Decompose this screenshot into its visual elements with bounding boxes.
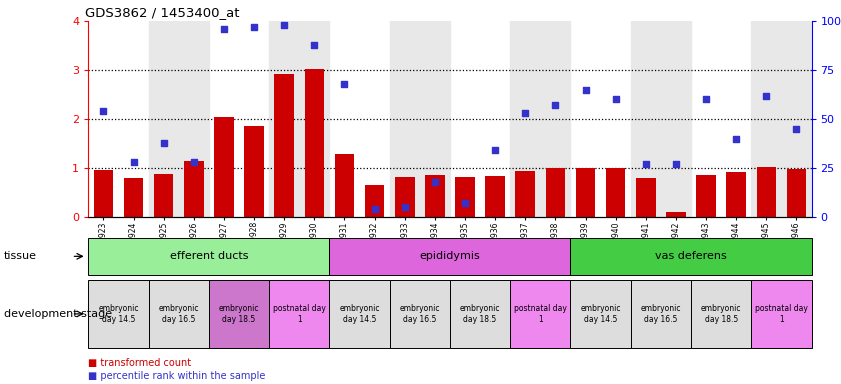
Bar <box>304 69 324 217</box>
Point <box>759 93 773 99</box>
Bar <box>214 117 234 217</box>
Text: epididymis: epididymis <box>420 251 480 262</box>
Bar <box>244 126 264 217</box>
Point <box>157 139 171 146</box>
Bar <box>727 172 746 217</box>
Bar <box>154 174 173 217</box>
Point <box>278 22 291 28</box>
Bar <box>455 177 475 217</box>
Text: tissue: tissue <box>4 251 37 262</box>
Point <box>368 206 381 212</box>
Text: efferent ducts: efferent ducts <box>170 251 248 262</box>
Point <box>639 161 653 167</box>
Bar <box>269 21 299 217</box>
Bar <box>93 170 114 217</box>
Bar <box>149 21 178 217</box>
Bar <box>299 21 330 217</box>
Bar <box>636 178 656 217</box>
Bar <box>510 21 540 217</box>
Point <box>187 159 200 165</box>
Text: embryonic
day 16.5: embryonic day 16.5 <box>641 304 681 324</box>
Bar <box>781 21 812 217</box>
Text: embryonic
day 18.5: embryonic day 18.5 <box>460 304 500 324</box>
Bar <box>124 178 143 217</box>
Text: ■ percentile rank within the sample: ■ percentile rank within the sample <box>88 371 266 381</box>
Bar <box>666 212 685 217</box>
Point <box>579 87 592 93</box>
Bar <box>751 21 781 217</box>
Point <box>338 81 352 87</box>
Point <box>669 161 683 167</box>
Text: postnatal day
1: postnatal day 1 <box>272 304 325 324</box>
Point <box>458 200 472 206</box>
Bar <box>395 177 415 217</box>
Point <box>729 136 743 142</box>
Bar <box>661 21 691 217</box>
Text: vas deferens: vas deferens <box>655 251 727 262</box>
Bar <box>516 171 535 217</box>
Bar <box>178 21 209 217</box>
Bar <box>184 161 204 217</box>
Point <box>247 24 261 30</box>
Bar <box>420 21 450 217</box>
Bar <box>786 169 807 217</box>
Point <box>489 147 502 154</box>
Point <box>700 96 713 103</box>
Text: embryonic
day 14.5: embryonic day 14.5 <box>580 304 621 324</box>
Bar <box>606 168 626 217</box>
Bar <box>389 21 420 217</box>
Point <box>790 126 803 132</box>
Bar <box>546 168 565 217</box>
Bar <box>696 175 716 217</box>
Bar <box>757 167 776 217</box>
Point <box>519 110 532 116</box>
Bar <box>485 176 505 217</box>
Text: embryonic
day 18.5: embryonic day 18.5 <box>701 304 742 324</box>
Point <box>548 102 562 108</box>
Bar <box>425 175 445 217</box>
Text: embryonic
day 18.5: embryonic day 18.5 <box>219 304 259 324</box>
Text: embryonic
day 14.5: embryonic day 14.5 <box>339 304 380 324</box>
Bar <box>576 168 595 217</box>
Bar <box>540 21 570 217</box>
Point <box>609 96 622 103</box>
Text: postnatal day
1: postnatal day 1 <box>514 304 567 324</box>
Bar <box>365 185 384 217</box>
Text: development stage: development stage <box>4 309 113 319</box>
Text: GDS3862 / 1453400_at: GDS3862 / 1453400_at <box>85 5 239 18</box>
Point <box>97 108 110 114</box>
Bar <box>335 154 354 217</box>
Point <box>428 179 442 185</box>
Point <box>308 41 321 48</box>
Point <box>127 159 140 165</box>
Text: embryonic
day 14.5: embryonic day 14.5 <box>98 304 139 324</box>
Text: ■ transformed count: ■ transformed count <box>88 358 192 368</box>
Point <box>398 204 411 210</box>
Bar <box>274 73 294 217</box>
Point <box>217 26 230 32</box>
Text: postnatal day
1: postnatal day 1 <box>755 304 808 324</box>
Text: embryonic
day 16.5: embryonic day 16.5 <box>158 304 199 324</box>
Text: embryonic
day 16.5: embryonic day 16.5 <box>399 304 440 324</box>
Bar <box>631 21 661 217</box>
